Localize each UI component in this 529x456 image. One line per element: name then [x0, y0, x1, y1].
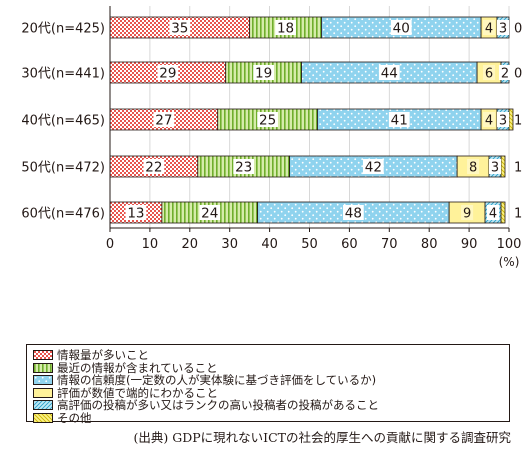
data-label: 3 — [499, 114, 507, 129]
data-label: 3 — [499, 22, 507, 37]
legend-item: 高評価の投稿が多い又はランクの高い投稿者の投稿があること — [33, 399, 509, 411]
data-label-background — [483, 65, 496, 80]
category-label: 60代(n=476) — [21, 207, 105, 222]
data-label: 27 — [155, 113, 172, 129]
x-tick-label: 50 — [301, 237, 318, 252]
x-tick-label: 20 — [182, 237, 199, 252]
bar-segment — [508, 108, 514, 131]
legend-swatch — [33, 387, 53, 398]
legend-label: 情報量が多いこと — [57, 348, 149, 362]
legend-label: 最近の情報が含まれていること — [57, 360, 218, 375]
legend-swatch — [33, 362, 53, 373]
data-label: 42 — [365, 160, 382, 176]
data-label-background — [378, 65, 400, 80]
legend-swatch — [33, 412, 53, 423]
x-unit-label: (%) — [499, 255, 520, 269]
data-label-background — [487, 205, 500, 220]
data-label-background — [489, 159, 502, 174]
data-label: 19 — [255, 66, 272, 82]
data-label-background — [257, 112, 278, 127]
data-label: 48 — [345, 206, 362, 222]
chart-legend: 情報量が多いこと 最近の情報が含まれていること 情報の信頼度(一定数の人が実体験に基… — [26, 344, 510, 424]
category-label: 50代(n=472) — [21, 161, 105, 176]
data-label-background — [233, 159, 255, 174]
data-label: 4 — [485, 22, 493, 37]
data-label: 6 — [485, 67, 493, 82]
source-note: (出典) GDPに現れないICTの社会的厚生への貢献に関する調査研究 — [133, 430, 512, 445]
data-label: 3 — [491, 161, 499, 176]
legend-item: 情報量が多いこと — [33, 349, 509, 361]
x-tick-label: 40 — [261, 237, 278, 252]
data-label: 41 — [391, 113, 408, 129]
data-label: 1 — [514, 161, 522, 176]
data-label-background — [498, 65, 512, 80]
data-label-background — [496, 112, 510, 127]
x-tick-label: 100 — [497, 237, 522, 252]
data-label: 4 — [489, 207, 497, 222]
legend-label: 評価が数値で端的にわかること — [57, 385, 218, 400]
data-label: 29 — [159, 66, 176, 82]
x-tick-label: 60 — [341, 237, 358, 252]
data-label: 1 — [514, 207, 522, 222]
legend-label: その他 — [57, 410, 92, 425]
legend-swatch — [33, 375, 53, 386]
category-label: 40代(n=465) — [21, 114, 105, 129]
x-tick-label: 80 — [421, 237, 438, 252]
data-label: 0 — [514, 67, 522, 82]
data-label: 0 — [514, 22, 522, 37]
data-label: 35 — [171, 21, 188, 37]
legend-label: 情報の信頼度(一定数の人が実体験に基づき評価をしているか) — [57, 373, 377, 388]
legend-item: 評価が数値で端的にわかること — [33, 387, 509, 399]
data-label: 22 — [145, 160, 162, 176]
data-label-background — [199, 205, 221, 220]
data-label: 4 — [485, 114, 493, 129]
legend-label: 高評価の投稿が多い又はランクの高い投稿者の投稿があること — [57, 398, 379, 413]
data-label: 1 — [514, 114, 522, 129]
data-label-background — [153, 112, 175, 127]
data-label-background — [157, 65, 179, 80]
data-label-background — [390, 20, 412, 35]
data-label: 18 — [277, 21, 294, 37]
legend-item: その他 — [33, 412, 509, 424]
data-label: 24 — [201, 206, 218, 222]
x-tick-label: 90 — [461, 237, 478, 252]
data-label-background — [467, 159, 480, 174]
data-label-background — [253, 65, 274, 80]
data-label-background — [362, 159, 384, 174]
legend-item: 最近の情報が含まれていること — [33, 362, 509, 374]
category-label: 30代(n=441) — [21, 67, 105, 82]
data-label-background — [496, 20, 510, 35]
data-label: 13 — [127, 206, 144, 222]
bar-segment — [500, 155, 506, 178]
data-label: 23 — [235, 160, 252, 176]
legend-swatch — [33, 350, 53, 360]
x-tick-label: 10 — [142, 237, 159, 252]
x-tick-label: 30 — [221, 237, 238, 252]
x-tick-label: 70 — [381, 237, 398, 252]
data-label-background — [275, 20, 296, 35]
x-tick-label: 0 — [106, 237, 114, 252]
data-label-background — [125, 205, 147, 220]
data-label: 9 — [463, 207, 471, 222]
data-label: 40 — [393, 21, 410, 37]
data-label: 25 — [259, 113, 276, 129]
bar-segment — [500, 201, 506, 224]
data-label-background — [461, 205, 474, 220]
data-label: 2 — [501, 67, 509, 82]
data-label-background — [388, 112, 410, 127]
data-label-background — [169, 20, 191, 35]
data-label-background — [483, 112, 496, 127]
data-label-background — [343, 205, 364, 220]
data-label: 44 — [381, 66, 398, 82]
data-label-background — [143, 159, 165, 174]
data-label-background — [483, 20, 496, 35]
category-label: 20代(n=425) — [21, 22, 105, 37]
data-label: 8 — [469, 161, 477, 176]
legend-swatch — [33, 400, 53, 411]
legend-item: 情報の信頼度(一定数の人が実体験に基づき評価をしているか) — [33, 374, 509, 386]
